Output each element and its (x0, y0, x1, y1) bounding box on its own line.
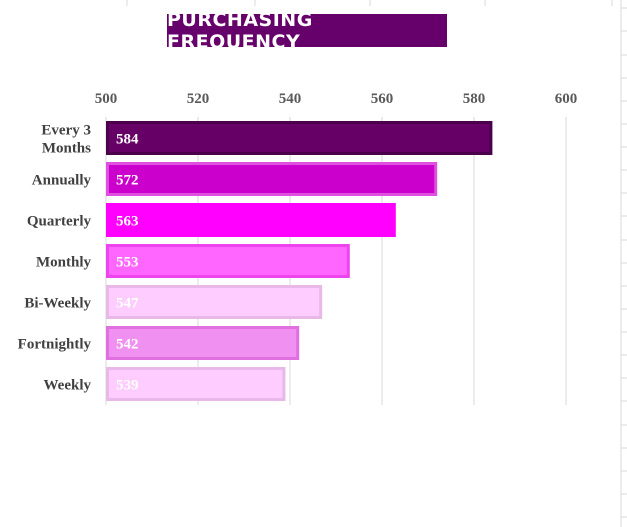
category-label: Quarterly (27, 214, 92, 230)
data-label: 547 (116, 296, 139, 312)
category-label: Monthly (36, 255, 92, 271)
x-tick-label: 600 (555, 91, 578, 107)
data-label: 553 (116, 255, 139, 271)
data-label: 584 (116, 132, 139, 148)
x-tick-label: 560 (371, 91, 394, 107)
chart-title-box: PURCHASING FREQUENCY (167, 9, 447, 53)
data-label: 572 (116, 173, 139, 189)
bar (106, 244, 350, 278)
bar (106, 285, 323, 319)
data-label: 563 (116, 214, 139, 230)
x-tick-label: 580 (463, 91, 486, 107)
data-label: 542 (116, 337, 139, 353)
bar (106, 162, 438, 196)
bar (106, 203, 396, 237)
category-label: Weekly (44, 378, 92, 394)
category-label: Bi-Weekly (24, 296, 91, 312)
data-label: 539 (116, 378, 139, 394)
bar (106, 121, 493, 155)
category-label: Every 3 Months (41, 123, 91, 157)
x-tick-label: 540 (279, 91, 302, 107)
bar (106, 326, 300, 360)
x-tick-label: 520 (187, 91, 210, 107)
category-label: Annually (32, 173, 92, 189)
bar (106, 367, 286, 401)
x-tick-label: 500 (95, 91, 118, 107)
chart-title: PURCHASING FREQUENCY (167, 8, 313, 53)
category-label: Fortnightly (18, 337, 92, 353)
